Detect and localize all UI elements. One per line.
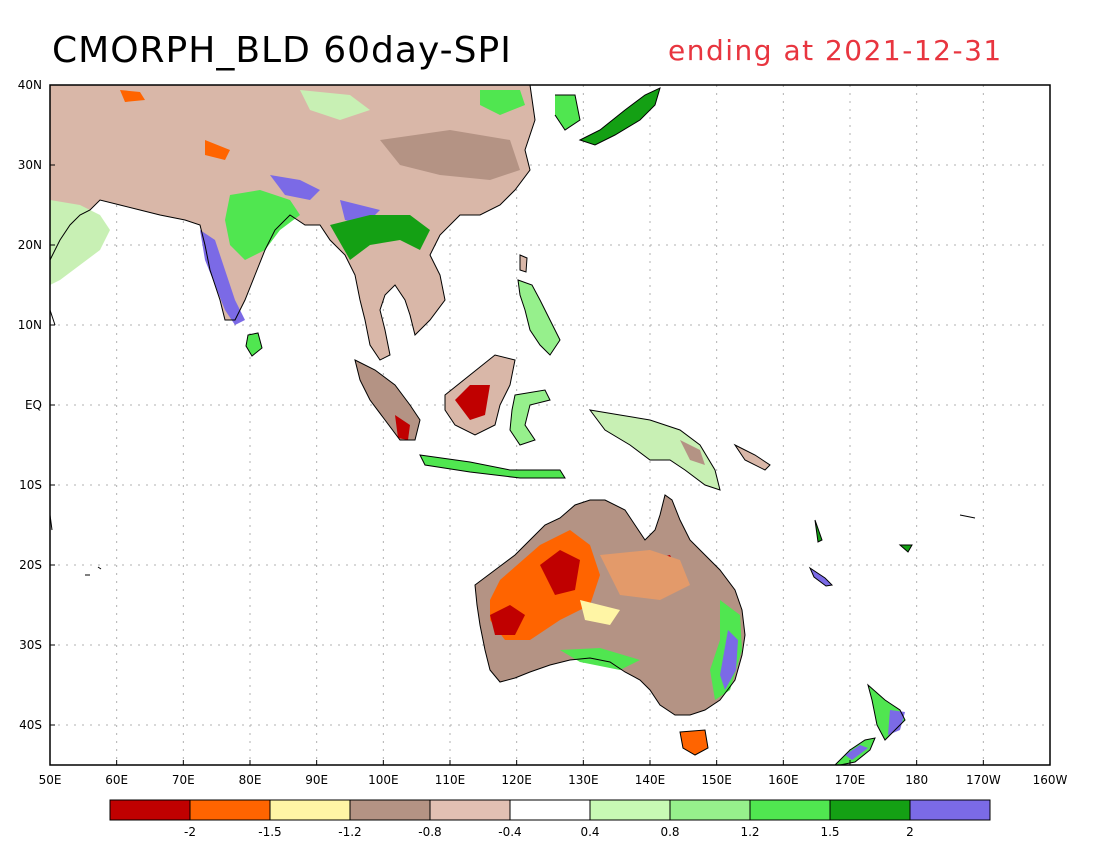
map-title: CMORPH_BLD 60day-SPI [52, 30, 512, 71]
latitude-label: 20N [18, 238, 42, 252]
nz-wet [888, 710, 905, 735]
colorbar-label: -0.8 [418, 825, 441, 839]
aus-yellow [580, 600, 620, 625]
sri-lanka [246, 333, 262, 356]
solomon-islands [735, 445, 770, 470]
tibet-green [300, 90, 370, 120]
central-asia-red1 [120, 90, 145, 102]
latitude-label: 10S [19, 478, 42, 492]
korea [555, 95, 580, 130]
taiwan [520, 255, 527, 272]
anomaly-patches [120, 90, 905, 760]
longitude-label: 80E [239, 773, 262, 787]
colorbar-swatch [749, 799, 831, 821]
colorbar-swatch [509, 799, 591, 821]
colorbar-label: -0.4 [498, 825, 521, 839]
aus-mod-dry [600, 550, 690, 600]
map-date-title: ending at 2021-12-31 [668, 34, 1003, 67]
central-asia-red2 [205, 140, 230, 160]
colorbar-label: 0.8 [660, 825, 679, 839]
map-frame [49, 84, 1051, 766]
japan [580, 88, 660, 145]
longitude-label: 50E [39, 773, 62, 787]
colorbar: -2 -1.5 -1.2 -0.8 -0.4 0.4 0.8 1.2 1.5 2 [109, 799, 991, 839]
longitude-label: 130E [568, 773, 599, 787]
colorbar-label: 1.5 [820, 825, 839, 839]
colorbar-swatch [189, 799, 271, 821]
philippines [518, 280, 560, 355]
longitude-label: 120E [501, 773, 532, 787]
colorbar-swatch [909, 799, 991, 821]
colorbar-swatch [669, 799, 751, 821]
sulawesi [510, 390, 550, 445]
colorbar-swatch [109, 799, 191, 821]
longitude-label: 180 [905, 773, 928, 787]
tasmania [680, 730, 708, 755]
colorbar-swatch [269, 799, 351, 821]
longitude-label: 160W [1033, 773, 1068, 787]
latitude-labels: 40N 30N 20N 10N EQ 10S 20S 30S 40S [18, 78, 55, 732]
longitude-label: 70E [172, 773, 195, 787]
arabia-landmass [50, 200, 110, 285]
latitude-label: 40S [19, 718, 42, 732]
latitude-label: 20S [19, 558, 42, 572]
colorbar-label: -2 [184, 825, 196, 839]
longitude-label: 140E [635, 773, 666, 787]
colorbar-label: 1.2 [740, 825, 759, 839]
longitude-labels: 50E 60E 70E 80E 90E 100E 110E 120E 130E 140E 150E 1… [39, 760, 1068, 787]
longitude-label: 160E [768, 773, 799, 787]
longitude-label: 150E [701, 773, 732, 787]
longitude-label: 170E [835, 773, 866, 787]
latitude-label: 30S [19, 638, 42, 652]
longitude-label: 60E [105, 773, 128, 787]
china-pale [380, 130, 520, 180]
aus-east-vwet [720, 630, 738, 690]
nz-south-wet [845, 745, 868, 760]
colorbar-swatch [349, 799, 431, 821]
colorbar-swatch [589, 799, 671, 821]
colorbar-swatch [429, 799, 511, 821]
india-green-patch [225, 190, 300, 260]
longitude-label: 170W [966, 773, 1001, 787]
himalaya-wet-patch [270, 175, 320, 200]
ng-dry [680, 440, 705, 465]
east-asia-green [480, 90, 525, 115]
latitude-label: EQ [25, 398, 42, 412]
aus-very-dry-2 [490, 605, 525, 635]
borneo-dry [455, 385, 490, 420]
colorbar-label: -1.2 [338, 825, 361, 839]
longitude-label: 100E [368, 773, 399, 787]
colorbar-label: 2 [906, 825, 914, 839]
new-caledonia [810, 568, 832, 586]
sumatra [355, 360, 420, 440]
new-guinea [590, 410, 720, 490]
aus-south-green [560, 648, 640, 670]
india-wet-patch [200, 230, 245, 325]
coastlines [49, 84, 976, 766]
colorbar-swatch [829, 799, 911, 821]
latitude-label: 10N [18, 318, 42, 332]
longitude-label: 90E [305, 773, 328, 787]
longitude-label: 110E [435, 773, 466, 787]
latitude-label: 30N [18, 158, 42, 172]
land-areas [50, 85, 912, 765]
se-asia-green [330, 215, 430, 260]
colorbar-label: -1.5 [258, 825, 281, 839]
asia-landmass [50, 85, 535, 360]
colorbar-label: 0.4 [580, 825, 599, 839]
sumatra-dry [395, 415, 410, 440]
aus-very-dry-1 [540, 550, 580, 595]
latitude-label: 40N [18, 78, 42, 92]
